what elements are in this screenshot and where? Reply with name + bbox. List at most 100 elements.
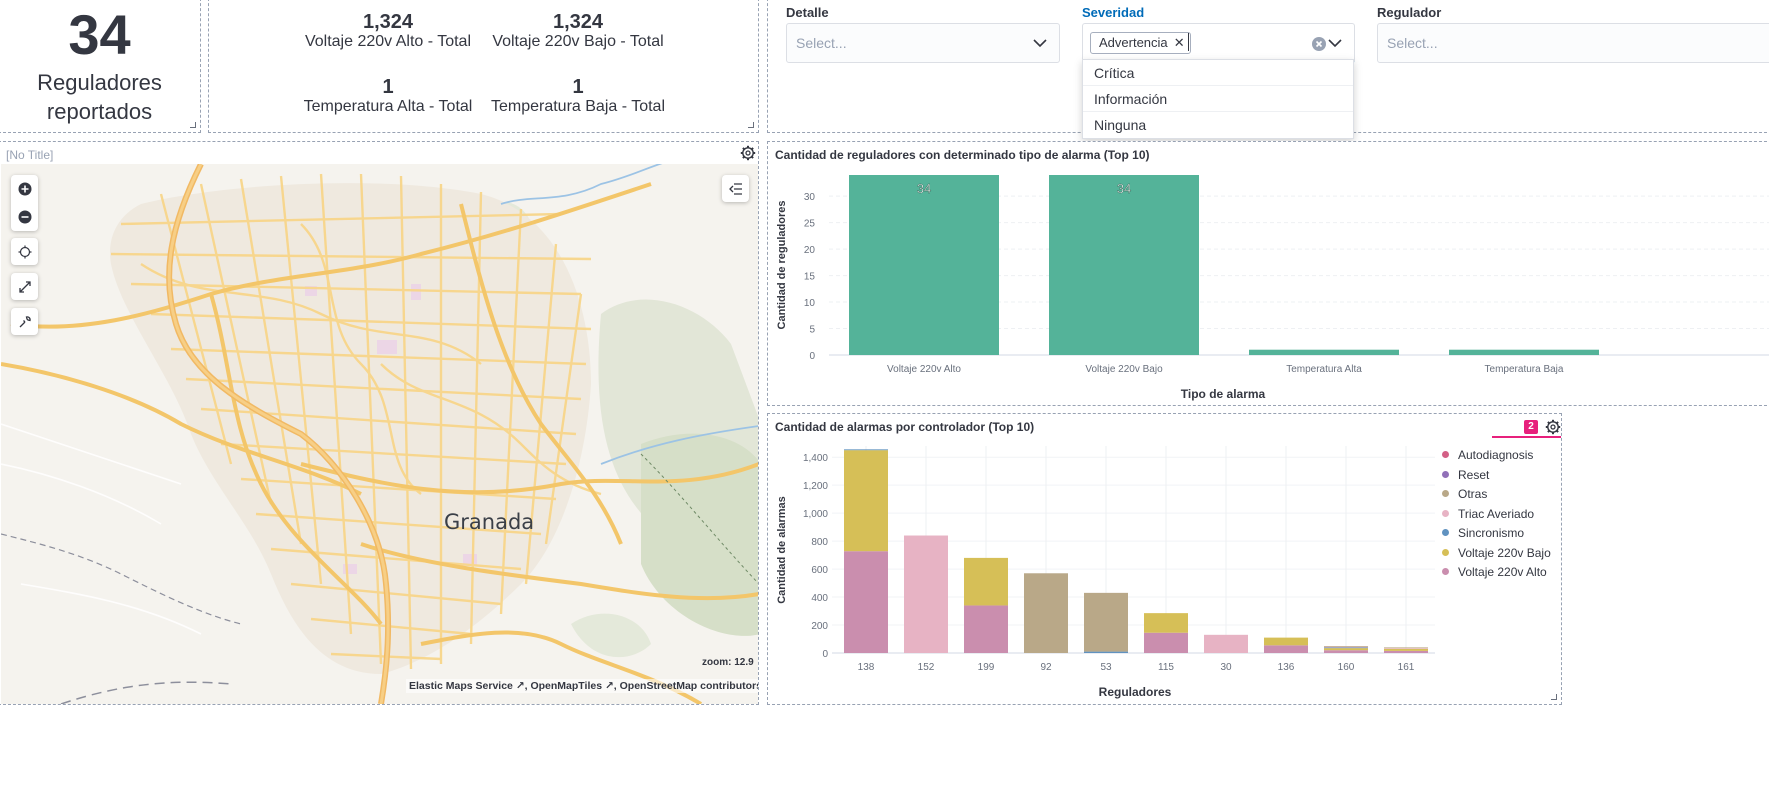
stacked-bar-segment <box>1264 637 1308 646</box>
regulador-placeholder: Select... <box>1387 35 1438 51</box>
crosshair-icon <box>18 245 31 258</box>
chevron-down-icon[interactable] <box>1328 38 1342 48</box>
x-tick-label: 161 <box>1398 662 1415 673</box>
stacked-bar-segment <box>1324 646 1368 648</box>
detalle-placeholder: Select... <box>796 35 847 51</box>
gear-icon[interactable] <box>740 145 756 161</box>
option-critica[interactable]: Crítica <box>1083 60 1353 86</box>
severidad-dropdown: Crítica Información Ninguna <box>1082 59 1354 139</box>
detalle-select[interactable]: Select... <box>786 23 1060 63</box>
stacked-bar-segment <box>1324 648 1368 651</box>
legend-item[interactable]: Sincronismo <box>1442 526 1524 540</box>
metric-temperatura-baja: 1 Temperatura Baja - Total <box>473 76 683 116</box>
bar <box>1049 175 1199 355</box>
option-ninguna[interactable]: Ninguna <box>1094 117 1147 133</box>
text-cursor <box>1188 33 1189 51</box>
zoom-out-button[interactable] <box>11 203 38 231</box>
x-tick-label: Voltaje 220v Alto <box>887 364 961 375</box>
metric-value: 1 <box>382 76 394 98</box>
regulador-select[interactable]: Select... <box>1377 23 1769 63</box>
legend-item[interactable]: Reset <box>1442 468 1489 482</box>
legend-swatch <box>1442 470 1449 478</box>
resize-handle[interactable] <box>190 122 196 128</box>
layer-control-button[interactable] <box>722 175 749 202</box>
stacked-bar-segment <box>1324 646 1368 647</box>
bar <box>1249 349 1399 355</box>
stacked-bar-segment <box>1144 613 1188 633</box>
stacked-bar-segment <box>1384 648 1428 651</box>
x-tick-label: 199 <box>978 662 995 673</box>
stacked-bar-segment <box>964 605 1008 653</box>
pill-remove-icon[interactable]: ✕ <box>1173 35 1185 50</box>
x-tick-label: Temperatura Alta <box>1286 364 1362 375</box>
metric-temperatura-alta: 1 Temperatura Alta - Total <box>283 76 493 116</box>
zoom-in-button[interactable] <box>11 175 38 203</box>
severidad-pill[interactable]: Advertencia ✕ <box>1090 32 1191 54</box>
x-axis-title: Reguladores <box>1099 685 1172 699</box>
y-tick-label: 0 <box>809 351 815 362</box>
fullscreen-button[interactable] <box>11 273 38 300</box>
filter-count-badge[interactable]: 2 <box>1524 420 1538 434</box>
y-tick-label: 0 <box>822 649 828 660</box>
locate-button[interactable] <box>11 238 38 265</box>
legend-label: Triac Averiado <box>1458 506 1535 521</box>
option-informacion[interactable]: Información <box>1083 86 1353 112</box>
detalle-label: Detalle <box>786 5 829 20</box>
bar-chart: 0 5 10 15 20 25 30 34 Voltaje 220v Alto 34 Voltaje… <box>776 175 1769 401</box>
y-tick-label: 1,200 <box>803 481 828 492</box>
metric-value: 1,324 <box>552 11 604 33</box>
legend-item[interactable]: Otras <box>1442 487 1487 501</box>
y-tick-label: 30 <box>804 192 816 203</box>
attribution-openmaptiles-link[interactable]: OpenMapTiles <box>530 680 603 692</box>
stacked-bar-segment <box>844 449 888 451</box>
collapse-layers-icon <box>728 182 742 195</box>
regulador-label: Regulador <box>1377 5 1442 20</box>
legend-label: Sincronismo <box>1458 526 1525 540</box>
legend-label: Otras <box>1458 487 1488 501</box>
x-tick-label: 136 <box>1278 662 1295 673</box>
metric-label: Voltaje 220v Alto - Total <box>304 33 472 50</box>
gear-icon[interactable] <box>1545 419 1561 435</box>
x-tick-label: 152 <box>918 662 935 673</box>
resize-handle[interactable] <box>748 122 754 128</box>
y-tick-label: 800 <box>811 537 828 548</box>
chevron-down-icon[interactable] <box>1033 38 1047 48</box>
y-tick-label: 25 <box>804 219 816 230</box>
y-tick-label: 400 <box>811 593 828 604</box>
legend-item[interactable]: Triac Averiado <box>1442 507 1534 521</box>
x-tick-label: 138 <box>858 662 875 673</box>
metric-label: Temperatura Baja - Total <box>490 98 665 115</box>
metric-value: 1 <box>572 76 584 98</box>
legend-swatch <box>1442 568 1449 575</box>
legend-item[interactable]: Autodiagnosis <box>1442 448 1533 462</box>
y-axis-title: Cantidad de alarmas <box>776 496 788 604</box>
attribution-ems-link[interactable]: Elastic Maps Service <box>409 680 513 692</box>
bar-chart-panel: Cantidad de reguladores con determinado … <box>767 141 1769 406</box>
map-panel: [No Title] <box>0 141 759 705</box>
y-tick-label: 10 <box>804 298 816 309</box>
legend-label: Autodiagnosis <box>1458 448 1534 462</box>
legend-item[interactable]: Voltaje 220v Bajo <box>1442 546 1551 560</box>
bar-data-label: 34 <box>917 181 931 196</box>
resize-handle[interactable] <box>1551 694 1557 700</box>
pill-label: Advertencia <box>1099 35 1168 50</box>
stacked-bar-segment <box>964 557 1008 606</box>
tools-button[interactable] <box>11 308 38 335</box>
attribution-osm-link[interactable]: OpenStreetMap contributors <box>619 680 759 692</box>
stacked-bar-segment <box>1324 650 1368 653</box>
x-tick-label: 115 <box>1158 662 1174 673</box>
legend-label: Voltaje 220v Alto <box>1458 565 1547 579</box>
x-tick-label: 30 <box>1220 662 1232 673</box>
legend-item[interactable]: Voltaje 220v Alto <box>1442 565 1547 579</box>
legend-swatch <box>1442 509 1449 517</box>
bar-chart-title: Cantidad de reguladores con determinado … <box>775 148 1150 162</box>
severidad-select[interactable]: Advertencia ✕ <box>1082 23 1355 63</box>
clear-icon[interactable] <box>1312 37 1326 51</box>
map-canvas[interactable] <box>1 164 759 704</box>
y-tick-label: 5 <box>809 325 815 336</box>
stacked-bar-segment <box>844 551 888 653</box>
metric-label: Temperatura Alta - Total <box>303 98 473 115</box>
x-tick-label: 92 <box>1040 662 1052 673</box>
reguladores-count: 34 <box>68 3 131 66</box>
expand-icon <box>18 280 31 293</box>
